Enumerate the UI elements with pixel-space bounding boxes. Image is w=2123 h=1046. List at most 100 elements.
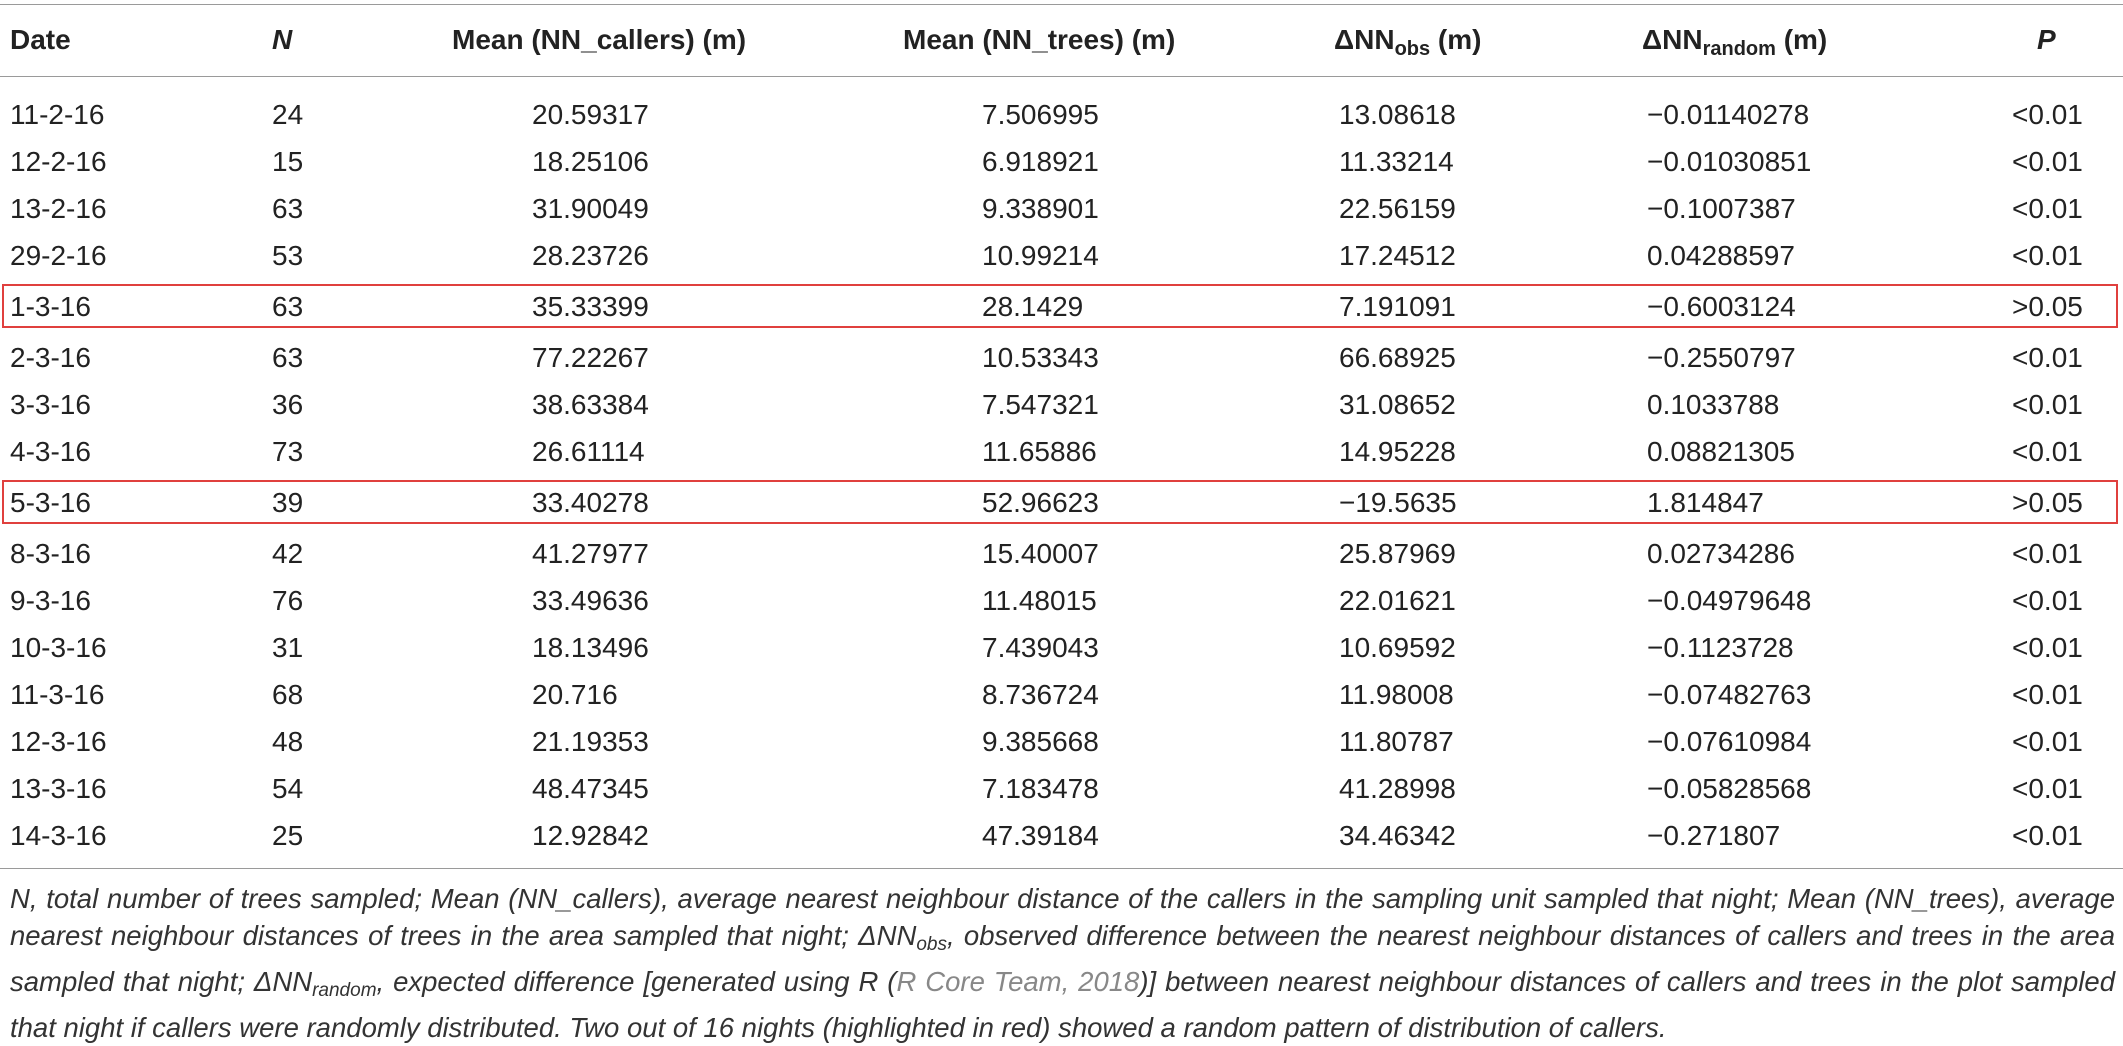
header-mean-callers: Mean (NN_callers) (m) bbox=[452, 24, 747, 55]
cell-delta-random: 0.1033788 bbox=[1647, 389, 1780, 420]
footnote-part-3: , expected difference [generated using R… bbox=[376, 966, 897, 997]
cell-p: >0.05 bbox=[2012, 291, 2083, 322]
table-row: 2-3-16 63 77.22267 10.53343 66.68925 −0.25507… bbox=[0, 335, 2123, 382]
cell-mean-callers: 18.25106 bbox=[532, 146, 649, 177]
cell-p: <0.01 bbox=[2012, 726, 2083, 757]
cell-mean-trees: 47.39184 bbox=[982, 820, 1099, 851]
cell-n: 63 bbox=[272, 342, 304, 373]
header-delta-random: ΔNNrandom (m) bbox=[1642, 23, 1827, 66]
table-row: 9-3-16 76 33.49636 11.48015 22.01621 −0.04979… bbox=[0, 578, 2123, 625]
cell-delta-obs: 34.46342 bbox=[1339, 820, 1456, 851]
cell-mean-callers: 28.23726 bbox=[532, 240, 649, 271]
cell-date: 13-2-16 bbox=[10, 193, 107, 224]
header-n-text: N bbox=[272, 24, 293, 55]
cell-delta-random: −0.6003124 bbox=[1647, 291, 1796, 322]
cell-mean-trees: 15.40007 bbox=[982, 538, 1099, 569]
cell-date: 3-3-16 bbox=[10, 389, 91, 420]
cell-n: 39 bbox=[272, 487, 304, 518]
cell-delta-random: −0.07482763 bbox=[1647, 679, 1812, 710]
header-p-text: P bbox=[2037, 24, 2056, 55]
table-row: 11-2-16 24 20.59317 7.506995 13.08618 −0.0114… bbox=[0, 92, 2123, 139]
header-p: P bbox=[2037, 23, 2056, 57]
cell-mean-callers: 20.59317 bbox=[532, 99, 649, 130]
footnote-sub-random: random bbox=[312, 980, 377, 1001]
cell-mean-trees: 9.338901 bbox=[982, 193, 1099, 224]
cell-delta-obs: −19.5635 bbox=[1339, 487, 1457, 518]
cell-delta-obs: 11.33214 bbox=[1339, 146, 1454, 177]
cell-p: <0.01 bbox=[2012, 632, 2083, 663]
cell-delta-obs: 31.08652 bbox=[1339, 389, 1456, 420]
header-n: N bbox=[272, 23, 292, 57]
cell-p: >0.05 bbox=[2012, 487, 2083, 518]
cell-n: 24 bbox=[272, 99, 304, 130]
table-row: 13-2-16 63 31.90049 9.338901 22.56159 −0.1007… bbox=[0, 186, 2123, 233]
table-header-row: Date N Mean (NN_callers) (m) Mean (NN_tr… bbox=[0, 0, 2123, 80]
reference-link[interactable]: R Core Team, 2018 bbox=[896, 966, 1140, 997]
cell-date: 8-3-16 bbox=[10, 538, 91, 569]
cell-delta-random: −0.271807 bbox=[1647, 820, 1781, 851]
cell-date: 13-3-16 bbox=[10, 773, 107, 804]
cell-delta-obs: 11.98008 bbox=[1339, 679, 1454, 710]
cell-mean-callers: 33.49636 bbox=[532, 585, 649, 616]
header-delta-obs: ΔNNobs (m) bbox=[1334, 23, 1481, 66]
cell-mean-trees: 10.53343 bbox=[982, 342, 1099, 373]
cell-mean-trees: 28.1429 bbox=[982, 291, 1084, 322]
cell-mean-callers: 21.19353 bbox=[532, 726, 649, 757]
cell-mean-trees: 7.183478 bbox=[982, 773, 1099, 804]
cell-delta-random: −0.01030851 bbox=[1647, 146, 1812, 177]
cell-delta-random: −0.1123728 bbox=[1647, 632, 1794, 663]
cell-mean-trees: 7.439043 bbox=[982, 632, 1099, 663]
cell-date: 11-2-16 bbox=[10, 99, 105, 130]
cell-date: 12-2-16 bbox=[10, 146, 107, 177]
cell-date: 2-3-16 bbox=[10, 342, 91, 373]
footnote-sub-obs: obs bbox=[916, 934, 947, 955]
cell-mean-callers: 77.22267 bbox=[532, 342, 649, 373]
header-delta-obs-prefix: ΔNN bbox=[1334, 24, 1395, 55]
cell-p: <0.01 bbox=[2012, 773, 2083, 804]
table-row: 14-3-16 25 12.92842 47.39184 34.46342 −0.2718… bbox=[0, 813, 2123, 860]
cell-date: 4-3-16 bbox=[10, 436, 91, 467]
cell-delta-obs: 7.191091 bbox=[1339, 291, 1456, 322]
cell-p: <0.01 bbox=[2012, 342, 2083, 373]
cell-mean-trees: 10.99214 bbox=[982, 240, 1099, 271]
cell-n: 63 bbox=[272, 291, 304, 322]
cell-n: 76 bbox=[272, 585, 304, 616]
cell-n: 31 bbox=[272, 632, 304, 663]
cell-delta-obs: 17.24512 bbox=[1339, 240, 1456, 271]
cell-n: 68 bbox=[272, 679, 304, 710]
cell-mean-callers: 48.47345 bbox=[532, 773, 649, 804]
cell-mean-trees: 52.96623 bbox=[982, 487, 1099, 518]
table-row: 11-3-16 68 20.716 8.736724 11.98008 −0.074827… bbox=[0, 672, 2123, 719]
cell-mean-callers: 26.61114 bbox=[532, 436, 645, 467]
cell-p: <0.01 bbox=[2012, 240, 2083, 271]
table-footnote: N, total number of trees sampled; Mean (… bbox=[10, 880, 2115, 1046]
table-row: 12-2-16 15 18.25106 6.918921 11.33214 −0.0103… bbox=[0, 139, 2123, 186]
header-delta-obs-unit: (m) bbox=[1430, 24, 1482, 55]
cell-p: <0.01 bbox=[2012, 146, 2083, 177]
cell-delta-random: −0.2550797 bbox=[1647, 342, 1796, 373]
footnote-part-2: , observed difference between the neares… bbox=[10, 920, 2115, 997]
cell-p: <0.01 bbox=[2012, 820, 2083, 851]
cell-n: 53 bbox=[272, 240, 304, 271]
cell-date: 9-3-16 bbox=[10, 585, 91, 616]
cell-mean-trees: 7.506995 bbox=[982, 99, 1099, 130]
cell-date: 29-2-16 bbox=[10, 240, 107, 271]
cell-delta-obs: 41.28998 bbox=[1339, 773, 1456, 804]
header-date: Date bbox=[10, 24, 71, 55]
cell-p: <0.01 bbox=[2012, 585, 2083, 616]
cell-delta-obs: 10.69592 bbox=[1339, 632, 1456, 663]
cell-n: 42 bbox=[272, 538, 304, 569]
cell-delta-obs: 66.68925 bbox=[1339, 342, 1456, 373]
cell-p: <0.01 bbox=[2012, 99, 2083, 130]
cell-n: 15 bbox=[272, 146, 304, 177]
cell-p: <0.01 bbox=[2012, 679, 2083, 710]
cell-delta-obs: 25.87969 bbox=[1339, 538, 1456, 569]
cell-mean-callers: 12.92842 bbox=[532, 820, 649, 851]
cell-n: 63 bbox=[272, 193, 304, 224]
cell-date: 14-3-16 bbox=[10, 820, 107, 851]
header-delta-obs-sub: obs bbox=[1394, 38, 1431, 60]
cell-n: 25 bbox=[272, 820, 304, 851]
cell-delta-random: −0.01140278 bbox=[1647, 99, 1810, 130]
table-row: 29-2-16 53 28.23726 10.99214 17.24512 0.04288… bbox=[0, 233, 2123, 280]
table-row-highlighted: 5-3-16 39 33.40278 52.96623 −19.5635 1.814847… bbox=[0, 480, 2123, 527]
